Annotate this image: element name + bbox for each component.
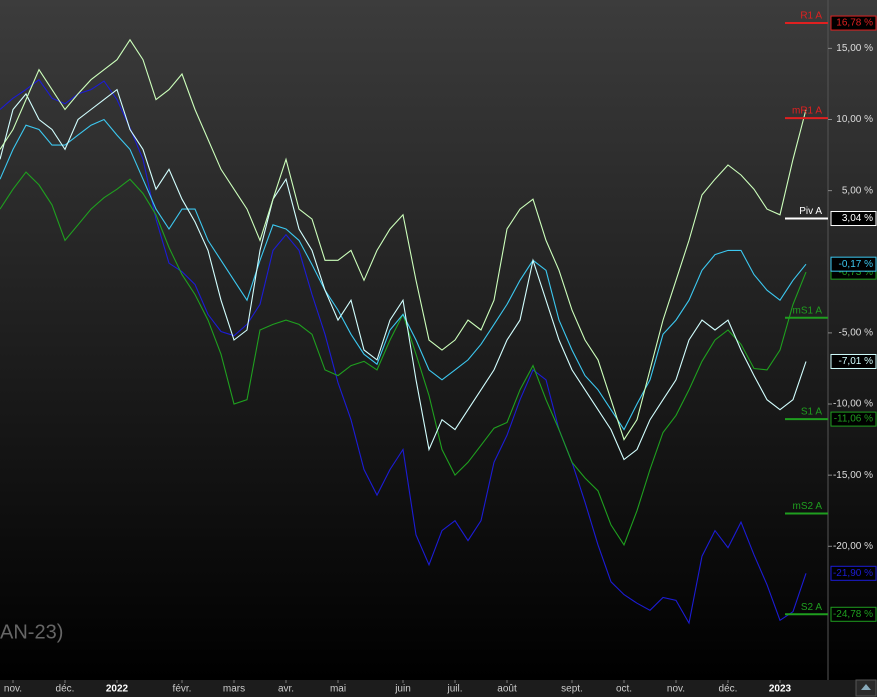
level-value-label-box <box>830 211 877 227</box>
y-tick-label: 15,00 % <box>836 43 873 54</box>
x-tick-label: déc. <box>719 684 738 695</box>
level-value-label: 3,04 % <box>842 213 873 224</box>
y-tick-label: -20,00 % <box>833 541 873 552</box>
series-end-label: -7,01 % <box>839 356 874 367</box>
level-value-label-box <box>830 15 877 31</box>
x-tick-label: août <box>497 684 517 695</box>
x-tick-label: avr. <box>278 684 294 695</box>
level-value-label-box <box>830 411 877 427</box>
level-value-label: -11,06 % <box>834 414 873 425</box>
x-axis-strip <box>0 680 877 697</box>
x-tick-label: juin <box>394 684 411 695</box>
series-line <box>0 78 807 625</box>
x-tick-label: nov. <box>4 684 22 695</box>
y-tick-label: -10,00 % <box>833 399 873 410</box>
level-name: S1 A <box>801 407 822 418</box>
x-tick-label: 2023 <box>769 684 792 695</box>
level-name: S2 A <box>801 602 822 613</box>
y-tick-label: -5,00 % <box>839 328 874 339</box>
y-tick-label: -15,00 % <box>833 470 873 481</box>
level-name: Piv A <box>799 206 822 217</box>
y-tick-label: 5,00 % <box>842 185 873 196</box>
series-line <box>0 88 807 461</box>
watermark: AN-23) <box>0 621 63 643</box>
series-line <box>0 38 807 441</box>
y-tick-label: 10,00 % <box>836 114 873 125</box>
plot-background <box>0 0 877 680</box>
level-name: mR1 A <box>792 106 822 117</box>
series-end-label: -0,73 % <box>839 267 874 278</box>
x-tick-label: sept. <box>561 684 583 695</box>
corner-icon <box>861 684 871 690</box>
x-tick-label: nov. <box>667 684 685 695</box>
x-tick-label: déc. <box>56 684 75 695</box>
series-end-label-box <box>830 353 877 369</box>
series-end-label: -0,17 % <box>839 259 874 270</box>
level-name: R1 A <box>800 11 822 22</box>
x-tick-label: oct. <box>616 684 632 695</box>
series-end-label-box <box>830 256 877 272</box>
x-tick-label: mars <box>223 684 245 695</box>
level-value-label-box <box>830 606 877 622</box>
x-tick-label: févr. <box>173 684 192 695</box>
series-line <box>0 118 807 431</box>
series-end-label: -21,90 % <box>833 568 873 579</box>
level-name: mS1 A <box>793 305 823 316</box>
level-value-label: -24,78 % <box>833 609 873 620</box>
x-tick-label: juil. <box>446 684 462 695</box>
level-name: mS2 A <box>793 501 823 512</box>
series-end-label-box <box>830 565 877 581</box>
level-value-label: 16,78 % <box>836 18 873 29</box>
x-tick-label: 2022 <box>106 684 129 695</box>
x-tick-label: mai <box>330 684 346 695</box>
